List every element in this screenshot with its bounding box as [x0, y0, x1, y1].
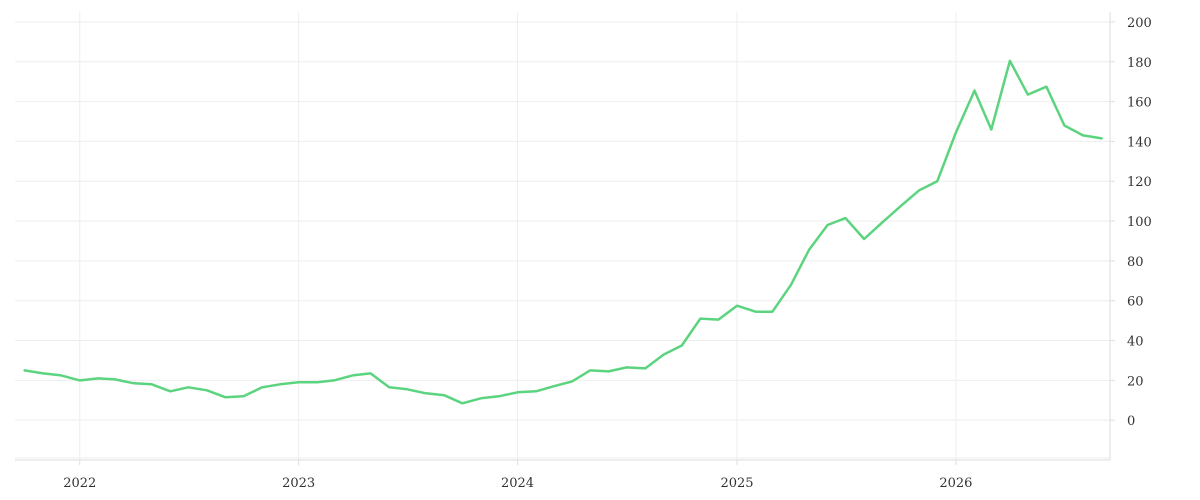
y-axis-labels: 0 20 40 60 80 100 120 140 160 180 200 — [1127, 16, 1152, 429]
y-tick-label: 180 — [1127, 56, 1152, 71]
y-tick-label: 160 — [1127, 96, 1152, 111]
x-tick-label: 2023 — [282, 476, 315, 491]
x-axis-labels: 2022 2023 2024 2025 2026 — [63, 476, 972, 491]
x-grid — [79, 12, 957, 465]
y-tick-label: 60 — [1127, 295, 1144, 310]
y-tick-label: 40 — [1127, 335, 1144, 350]
y-grid — [15, 21, 1115, 459]
y-tick-label: 100 — [1127, 215, 1152, 230]
x-tick-label: 2024 — [501, 476, 534, 491]
x-tick-label: 2025 — [720, 476, 753, 491]
y-tick-label: 0 — [1127, 414, 1135, 429]
y-tick-label: 80 — [1127, 255, 1144, 270]
y-tick-label: 20 — [1127, 374, 1144, 389]
x-tick-label: 2026 — [939, 476, 972, 491]
series-group — [23, 59, 1103, 405]
x-tick-label: 2022 — [63, 476, 96, 491]
y-tick-label: 140 — [1127, 135, 1152, 150]
y-tick-label: 200 — [1127, 16, 1152, 31]
y-tick-label: 120 — [1127, 175, 1152, 190]
series-line — [23, 59, 1103, 405]
